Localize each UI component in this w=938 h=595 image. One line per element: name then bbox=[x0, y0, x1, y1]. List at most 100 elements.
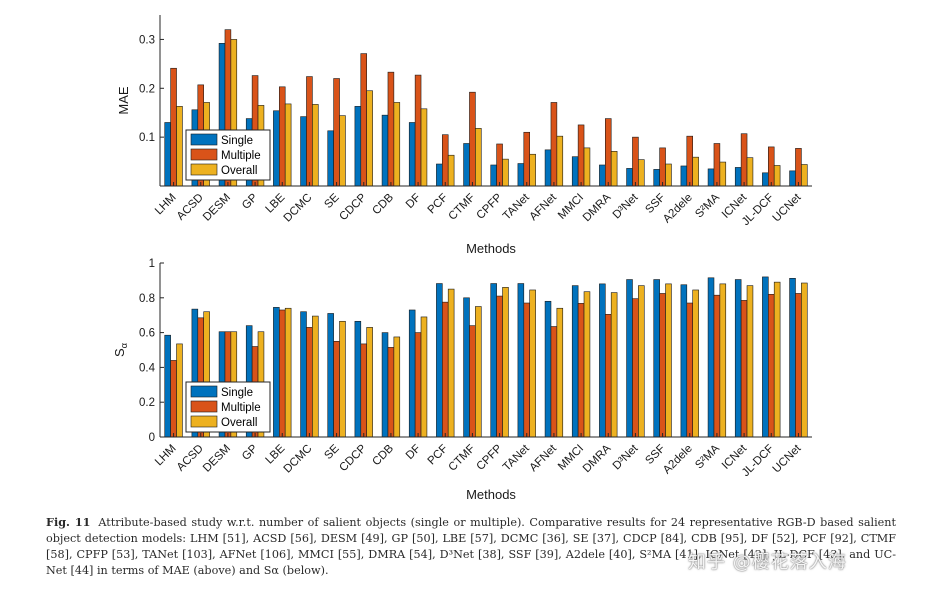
bar-overall-8 bbox=[393, 336, 401, 438]
bar-multiple-6 bbox=[333, 78, 340, 187]
bar-single-17 bbox=[626, 168, 633, 187]
bar-overall-12 bbox=[502, 158, 509, 187]
bar-overall-5 bbox=[312, 315, 319, 438]
x-tick-label: GP bbox=[240, 442, 260, 462]
x-tick-label: D³Net bbox=[611, 191, 641, 221]
bar-overall-17 bbox=[638, 159, 645, 187]
bar-multiple-13 bbox=[523, 302, 530, 438]
bar-overall-9 bbox=[420, 108, 428, 187]
bar-multiple-15 bbox=[577, 303, 585, 438]
bar-overall-18 bbox=[665, 163, 672, 187]
bar-multiple-11 bbox=[469, 325, 476, 438]
bar-multiple-23 bbox=[795, 148, 802, 187]
bar-single-8 bbox=[381, 114, 389, 187]
bar-single-23 bbox=[789, 170, 796, 187]
bar-multiple-10 bbox=[441, 134, 449, 187]
bar-overall-22 bbox=[773, 165, 781, 187]
bar-single-13 bbox=[517, 283, 525, 438]
caption-label: Fig. 11 bbox=[46, 515, 91, 529]
x-tick-label: D³Net bbox=[611, 442, 641, 472]
y-tick-label: 1 bbox=[149, 258, 155, 270]
figure-caption: Fig. 11 Attribute-based study w.r.t. numb… bbox=[46, 514, 896, 579]
bar-overall-10 bbox=[447, 154, 455, 187]
bar-single-14 bbox=[544, 149, 552, 187]
bar-overall-6 bbox=[339, 320, 346, 438]
x-tick-label: UCNet bbox=[771, 442, 804, 475]
bar-overall-0 bbox=[176, 343, 183, 438]
bar-overall-16 bbox=[610, 292, 618, 438]
x-tick-label: LBE bbox=[264, 191, 288, 215]
bar-single-21 bbox=[734, 279, 742, 438]
legend-swatch-multiple bbox=[190, 400, 218, 413]
watermark: 知乎 @樱花落入海 bbox=[688, 552, 847, 573]
bar-overall-14 bbox=[556, 307, 564, 438]
x-tick-label: SE bbox=[322, 442, 342, 462]
bar-multiple-6 bbox=[333, 340, 340, 438]
legend-label-single: Single bbox=[221, 135, 253, 147]
bar-single-22 bbox=[762, 172, 769, 187]
bar-overall-21 bbox=[746, 157, 754, 187]
bar-overall-18 bbox=[665, 283, 672, 438]
bar-overall-7 bbox=[366, 327, 373, 438]
x-tick-label: CPFP bbox=[475, 442, 505, 472]
bar-single-18 bbox=[653, 169, 660, 187]
bar-single-4 bbox=[273, 307, 280, 438]
legend-swatch-overall bbox=[190, 415, 218, 428]
bar-single-18 bbox=[653, 279, 660, 438]
y-tick-label: 0.6 bbox=[139, 328, 155, 340]
bar-overall-8 bbox=[393, 102, 401, 187]
x-tick-label: DF bbox=[404, 443, 423, 462]
bar-single-0 bbox=[164, 122, 171, 187]
bar-overall-16 bbox=[610, 151, 618, 187]
bar-multiple-9 bbox=[414, 74, 422, 187]
bar-single-15 bbox=[571, 156, 579, 187]
bar-single-22 bbox=[762, 276, 769, 438]
x-tick-label: TANet bbox=[501, 442, 532, 473]
legend-label-multiple: Multiple bbox=[221, 150, 261, 162]
bar-multiple-13 bbox=[523, 131, 530, 187]
bar-overall-17 bbox=[638, 285, 645, 438]
bar-overall-14 bbox=[556, 135, 564, 187]
y-tick-label: 0 bbox=[149, 432, 155, 444]
bar-single-19 bbox=[680, 165, 688, 187]
bar-single-7 bbox=[354, 320, 362, 438]
bar-multiple-22 bbox=[767, 294, 775, 438]
x-tick-label: A2dele bbox=[661, 192, 695, 226]
bar-single-12 bbox=[490, 283, 497, 438]
bar-overall-6 bbox=[339, 115, 346, 187]
bar-single-14 bbox=[544, 300, 552, 438]
y-tick-label: 0.8 bbox=[139, 293, 155, 305]
x-tick-label: TANet bbox=[501, 191, 532, 222]
bar-overall-15 bbox=[583, 147, 591, 187]
bar-overall-10 bbox=[447, 288, 455, 438]
y-axis-title: MAE bbox=[116, 86, 131, 115]
x-tick-label: A2dele bbox=[661, 443, 695, 477]
bar-single-23 bbox=[789, 278, 796, 438]
bar-single-11 bbox=[463, 143, 470, 187]
bar-single-9 bbox=[408, 309, 416, 438]
x-tick-label: CDCP bbox=[337, 191, 369, 223]
bar-single-19 bbox=[680, 284, 688, 438]
bar-single-10 bbox=[436, 163, 443, 187]
bar-multiple-16 bbox=[604, 314, 612, 438]
x-tick-label: DF bbox=[404, 192, 423, 211]
bar-overall-23 bbox=[801, 164, 808, 187]
x-tick-label: LBE bbox=[264, 442, 288, 466]
bar-multiple-21 bbox=[740, 133, 748, 187]
bar-multiple-11 bbox=[469, 91, 476, 187]
bar-multiple-12 bbox=[496, 295, 503, 438]
bar-single-10 bbox=[436, 283, 443, 438]
bar-multiple-4 bbox=[278, 86, 286, 187]
x-tick-label: ACSD bbox=[175, 192, 206, 223]
bar-overall-19 bbox=[692, 156, 699, 187]
x-tick-label: CDB bbox=[370, 442, 396, 468]
bar-overall-5 bbox=[312, 104, 319, 187]
bar-multiple-9 bbox=[414, 332, 422, 438]
bar-overall-13 bbox=[529, 153, 536, 187]
bar-single-20 bbox=[707, 168, 715, 187]
bar-overall-13 bbox=[529, 289, 536, 438]
bar-overall-9 bbox=[420, 316, 428, 438]
bar-single-13 bbox=[517, 163, 525, 187]
